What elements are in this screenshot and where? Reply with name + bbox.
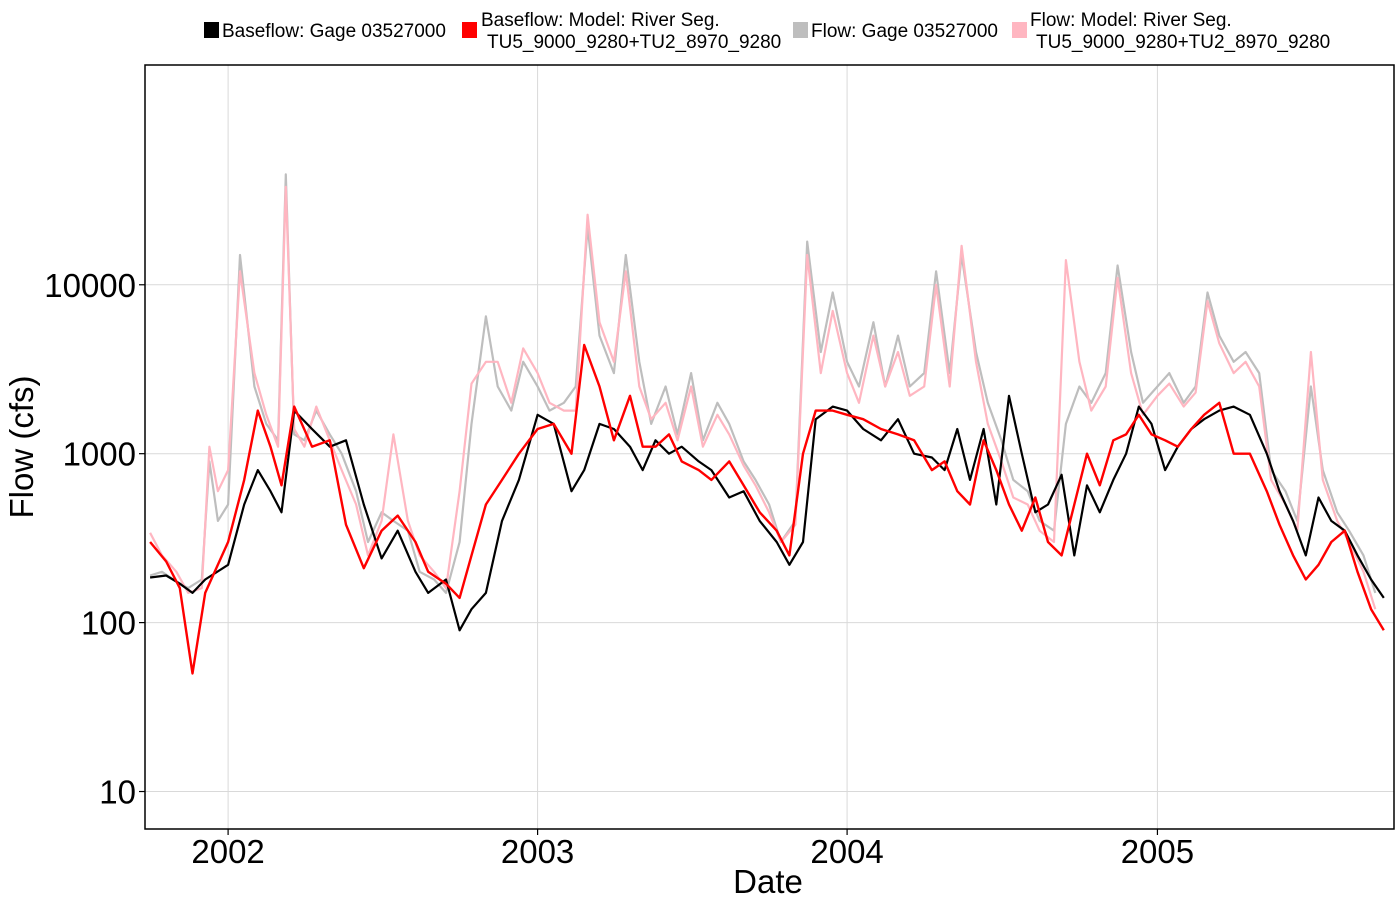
legend-key	[462, 22, 477, 38]
legend-item: Baseflow: Gage 03527000	[204, 21, 446, 42]
y-tick-label: 1000	[63, 436, 136, 473]
legend: Baseflow: Gage 03527000 Baseflow: Model: …	[204, 10, 1330, 53]
legend-item: Baseflow: Model: River Seg.TU5_9000_9280…	[462, 10, 781, 53]
legend-key	[793, 22, 808, 38]
y-tick-label: 100	[81, 605, 136, 642]
legend-label: Flow: Gage 03527000	[811, 21, 998, 42]
legend-label-line1: Flow: Model: River Seg.	[1030, 10, 1232, 31]
y-axis: 10 100 1000 10000	[44, 267, 145, 811]
legend-item: Flow: Model: River Seg.TU5_9000_9280+TU2…	[1012, 10, 1330, 53]
legend-label-line2: TU5_9000_9280+TU2_8970_9280	[487, 32, 781, 53]
y-axis-label: Flow (cfs)	[3, 376, 40, 519]
x-tick-label: 2004	[810, 833, 883, 870]
x-tick-label: 2002	[191, 833, 264, 870]
x-tick-label: 2005	[1121, 833, 1194, 870]
legend-label-line2: TU5_9000_9280+TU2_8970_9280	[1036, 32, 1330, 53]
grid	[145, 65, 1394, 829]
series-line-3	[149, 394, 1385, 632]
series-line-2	[149, 185, 1377, 610]
legend-key	[204, 22, 219, 38]
x-axis-label: Date	[733, 863, 803, 900]
panel-border	[144, 64, 1395, 830]
y-tick-label: 10000	[44, 267, 136, 304]
y-tick-label: 10	[99, 774, 136, 811]
x-tick-label: 2003	[501, 833, 574, 870]
series-line-4	[149, 343, 1385, 675]
series-layer	[149, 173, 1385, 675]
legend-label-line1: Baseflow: Model: River Seg.	[481, 10, 720, 31]
x-axis: 2002 2003 2004 2005	[191, 829, 1194, 870]
series-line-1	[149, 173, 1377, 595]
legend-label: Baseflow: Gage 03527000	[222, 21, 446, 42]
legend-key	[1012, 22, 1027, 38]
legend-item: Flow: Gage 03527000	[793, 21, 998, 42]
